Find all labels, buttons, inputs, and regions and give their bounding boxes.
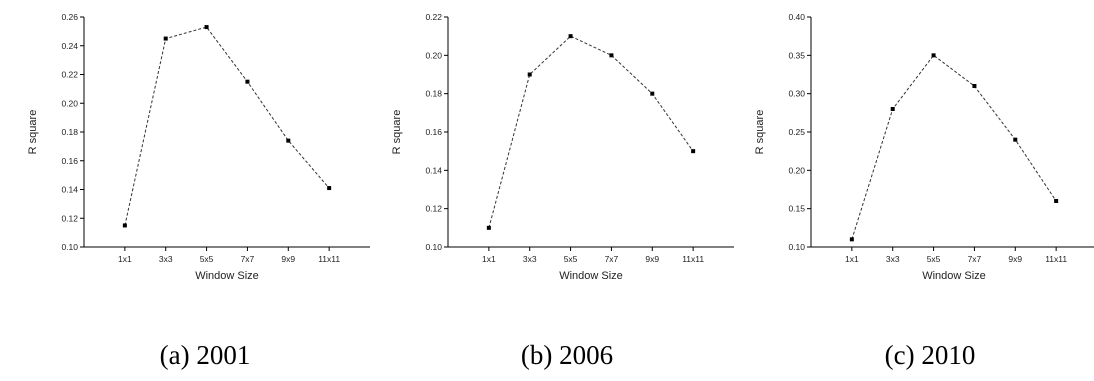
y-tick-label: 0.14 xyxy=(425,165,442,175)
y-tick-label: 0.15 xyxy=(788,204,805,214)
x-tick-label: 1x1 xyxy=(118,254,132,264)
caption-c: (c) 2010 xyxy=(884,340,976,370)
y-tick-label: 0.12 xyxy=(61,213,78,223)
y-axis-label: R square xyxy=(27,110,39,155)
y-tick-label: 0.24 xyxy=(61,41,78,51)
x-tick-label: 1x1 xyxy=(482,254,496,264)
x-tick-label: 5x5 xyxy=(200,254,214,264)
y-tick-label: 0.18 xyxy=(61,127,78,137)
series-line xyxy=(851,54,1057,240)
y-tick-label: 0.10 xyxy=(425,242,442,252)
y-tick-label: 0.22 xyxy=(425,12,442,22)
x-tick-label: 11x11 xyxy=(682,254,704,264)
data-point xyxy=(691,149,696,154)
data-point xyxy=(204,25,209,30)
x-tick-label: 11x11 xyxy=(1045,254,1067,264)
data-point xyxy=(527,72,532,77)
y-tick-label: 0.16 xyxy=(425,127,442,137)
x-axis-label: Window Size xyxy=(559,270,623,282)
caption-a: (a) 2001 xyxy=(159,340,251,370)
x-tick-label: 1x1 xyxy=(845,254,859,264)
data-point xyxy=(122,223,127,228)
data-point xyxy=(972,84,977,88)
data-point xyxy=(327,186,332,191)
y-tick-label: 0.20 xyxy=(61,98,78,108)
data-point xyxy=(1054,199,1059,203)
series-line xyxy=(124,26,330,226)
data-point xyxy=(931,53,936,58)
y-tick-label: 0.22 xyxy=(61,70,78,80)
y-tick-label: 0.18 xyxy=(425,89,442,99)
x-axis-label: Window Size xyxy=(922,270,986,282)
x-tick-label: 5x5 xyxy=(927,254,941,264)
x-tick-label: 9x9 xyxy=(645,254,659,264)
x-tick-label: 7x7 xyxy=(241,254,255,264)
x-tick-label: 3x3 xyxy=(523,254,537,264)
y-tick-label: 0.35 xyxy=(788,50,805,60)
y-tick-label: 0.20 xyxy=(425,50,442,60)
y-tick-label: 0.20 xyxy=(788,165,805,175)
y-axis-label: R square xyxy=(391,110,403,155)
x-tick-label: 11x11 xyxy=(318,254,340,264)
x-tick-label: 3x3 xyxy=(886,254,900,264)
data-point xyxy=(1013,137,1018,142)
x-axis-label: Window Size xyxy=(195,270,259,282)
y-tick-label: 0.40 xyxy=(788,12,805,22)
y-tick-label: 0.30 xyxy=(788,89,805,99)
data-point xyxy=(245,79,250,84)
y-tick-label: 0.10 xyxy=(61,242,78,252)
series-line xyxy=(488,35,694,228)
x-tick-label: 9x9 xyxy=(281,254,295,264)
data-point xyxy=(890,107,895,111)
y-tick-label: 0.26 xyxy=(61,12,78,22)
data-point xyxy=(849,237,854,242)
data-point xyxy=(486,225,491,230)
y-tick-label: 0.25 xyxy=(788,127,805,137)
data-point xyxy=(568,34,573,39)
chart-1: 0.10 0.12 0.14 0.16 0.18 0.20 0.22 1x1 3x3 5x5 7x7… xyxy=(391,12,734,282)
y-tick-label: 0.10 xyxy=(788,242,805,252)
data-point xyxy=(163,36,168,41)
data-point xyxy=(286,138,291,143)
caption-b: (b) 2006 xyxy=(520,340,614,370)
y-axis-label: R square xyxy=(754,110,766,155)
y-tick-label: 0.14 xyxy=(61,185,78,195)
data-point xyxy=(650,91,655,96)
chart-0: 0.10 0.12 0.14 0.16 0.18 0.20 0.22 0.24 0.26 1x1 3… xyxy=(27,12,370,282)
x-tick-label: 5x5 xyxy=(564,254,578,264)
y-tick-label: 0.16 xyxy=(61,156,78,166)
x-tick-label: 7x7 xyxy=(968,254,982,264)
x-tick-label: 3x3 xyxy=(159,254,173,264)
y-tick-label: 0.12 xyxy=(425,204,442,214)
data-point xyxy=(609,53,614,58)
x-tick-label: 9x9 xyxy=(1008,254,1022,264)
x-tick-label: 7x7 xyxy=(605,254,619,264)
chart-2: 0.10 0.15 0.20 0.25 0.30 0.35 0.40 1x1 3x3 5x5 7x7… xyxy=(754,12,1094,282)
